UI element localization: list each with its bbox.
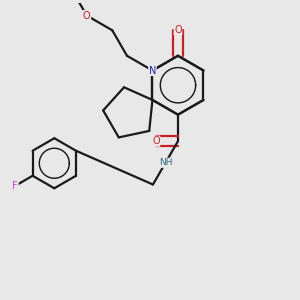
Text: O: O (174, 25, 182, 35)
Text: NH: NH (159, 158, 172, 167)
Text: N: N (149, 65, 156, 76)
Text: F: F (13, 181, 18, 191)
Text: O: O (83, 11, 91, 21)
Text: O: O (152, 136, 160, 146)
